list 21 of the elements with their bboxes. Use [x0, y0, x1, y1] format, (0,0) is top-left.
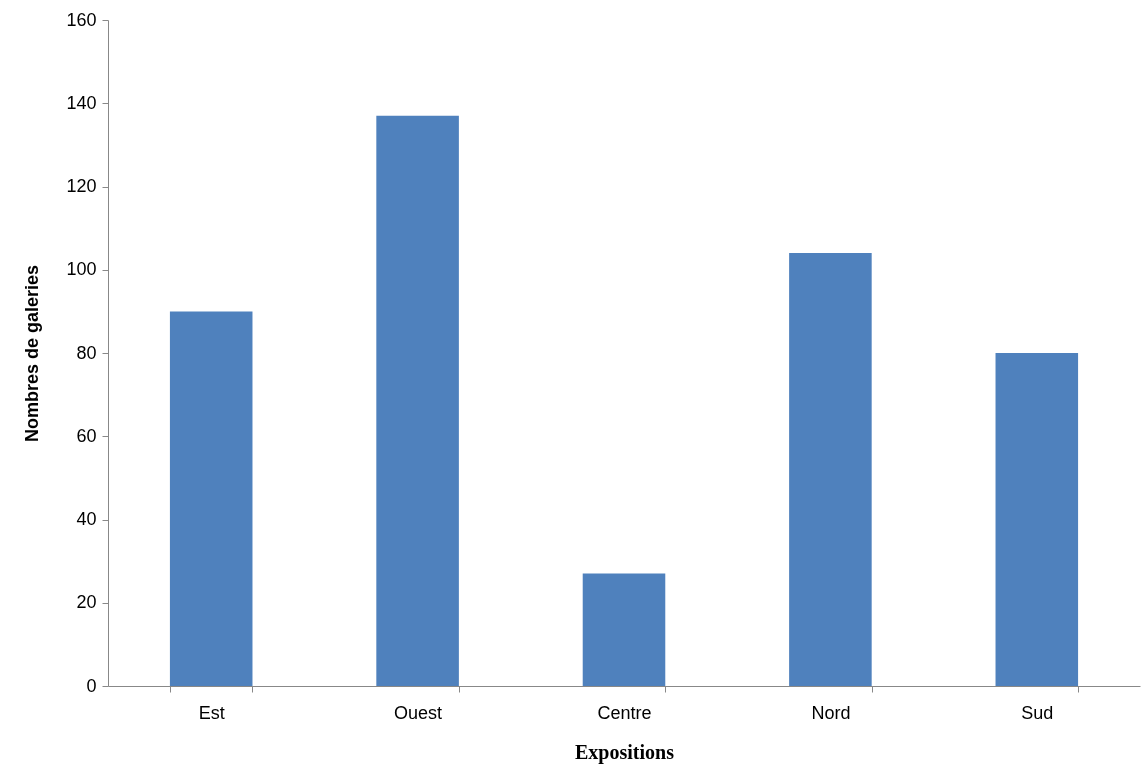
y-tick-label: 80 — [76, 342, 97, 363]
bar — [169, 311, 253, 686]
x-tick-label: Est — [198, 702, 225, 723]
x-tick-label: Sud — [1021, 702, 1054, 723]
x-tick-label: Nord — [811, 702, 851, 723]
x-tick-label: Centre — [597, 702, 652, 723]
y-axis-title: Nombres de galeries — [22, 264, 43, 443]
y-tick-label: 140 — [66, 92, 97, 113]
bar — [582, 573, 666, 686]
bar — [789, 253, 872, 686]
y-tick-label: 20 — [76, 592, 97, 613]
bar — [995, 353, 1079, 686]
y-tick-label: 120 — [66, 176, 97, 196]
x-axis-title: Expositions — [575, 740, 675, 764]
x-tick-label: Ouest — [394, 702, 443, 723]
y-tick-label: 40 — [76, 509, 97, 529]
bar — [376, 115, 459, 686]
y-tick-label: 0 — [86, 675, 97, 696]
y-tick-label: 100 — [66, 259, 97, 280]
y-tick-label: 60 — [76, 425, 97, 446]
y-tick-label: 160 — [66, 9, 97, 30]
